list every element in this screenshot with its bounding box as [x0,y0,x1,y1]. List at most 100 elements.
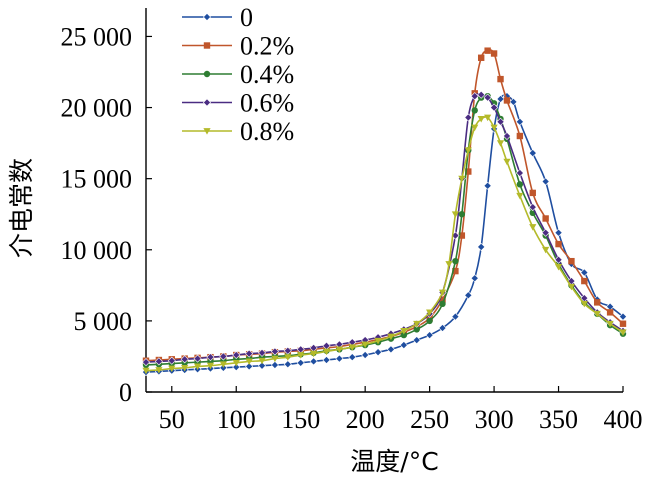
series-0-point-20 [399,341,408,350]
series-3-point-2 [167,356,176,365]
series-4-point-23 [438,289,447,297]
series-4-point-10 [271,355,279,363]
series-1-point-38 [581,277,588,285]
series-0-point-27 [477,242,486,251]
series-4-point-17 [361,341,369,348]
series-1-point-23 [439,296,446,303]
series-2-point-21 [413,326,420,333]
series-4-point-0 [142,367,150,375]
series-4-point-25 [451,211,460,218]
series-0-point-19 [386,345,395,354]
x-tick-label-200: 200 [346,405,385,434]
series-0-point-10 [270,360,279,370]
legend-label-0: 0 [240,3,253,32]
series-2-point-22 [426,317,433,325]
series-4-point-22 [426,309,434,316]
y-tick-label-25000: 25 000 [61,22,133,51]
series-0-point-13 [309,357,318,366]
series-1-point-36 [555,240,562,248]
legend-label-2: 0.4% [240,60,294,89]
series-1-point-37 [568,257,575,265]
series-1-point-35 [542,215,549,222]
series-0-point-22 [425,331,434,340]
series-1-point-40 [606,309,614,316]
series-0-point-41 [618,312,628,321]
axes [145,8,623,393]
series-4-point-1 [155,367,163,374]
series-1-point-25 [458,232,466,239]
x-tick-label-50: 50 [159,405,185,434]
legend-label-4: 0.8% [240,117,294,146]
y-tick-label-10000: 10 000 [61,236,133,265]
series-4-point-30 [484,114,492,122]
legend-swatch-marker-1 [203,42,211,49]
x-tick-label-150: 150 [281,405,320,434]
series-2-point-33 [516,181,524,188]
series-2-point-20 [400,331,408,339]
series-4-point-33 [503,158,511,166]
series-4-point-34 [516,192,524,200]
series-3-point-29 [483,93,492,102]
series-0-point-33 [515,117,524,126]
series-0-point-7 [232,363,241,372]
series-4-point-40 [593,310,601,318]
series-0-point-14 [322,355,331,365]
y-axis-title: 介电常数 [7,158,36,258]
series-4-point-39 [580,300,588,308]
legend-swatch-marker-3 [202,98,212,107]
series-3-point-32 [502,131,511,141]
series-4-point-32 [496,140,505,147]
x-axis-title: 温度/°C [350,447,438,476]
series-4-point-2 [168,365,176,373]
series-4-point-27 [464,147,472,154]
series-line-3 [145,93,624,363]
series-0-point-16 [348,353,357,362]
series-0-point-32 [509,97,518,106]
series-0-point-12 [296,358,305,367]
series-1-point-26 [465,168,472,175]
series-4-point-8 [245,358,253,366]
series-1-point-41 [619,320,627,327]
y-ticks: 0 5 000 10 000 15 000 20 000 25 000 [61,22,152,407]
series-0-point-38 [580,268,589,277]
legend-swatch-marker-0 [202,12,212,22]
series-0-point-35 [541,177,550,186]
y-tick-label-5000: 5 000 [74,307,133,336]
series-2-point-24 [452,257,459,265]
series-0-point-26 [470,274,479,283]
series-2-point-27 [471,107,478,114]
series-1-point-24 [452,267,459,275]
series-1-point-34 [529,189,536,197]
series-4-point-9 [258,357,266,365]
series-3-point-6 [219,352,228,361]
series-3-point-10 [270,347,279,356]
series-4-point-37 [554,263,563,271]
y-tick-label-20000: 20 000 [61,94,133,123]
legend-item-2: 0.4% [182,60,294,89]
series-line-0 [145,94,624,373]
series-4-point-4 [193,363,202,370]
legend-label-1: 0.2% [240,32,294,61]
series-4 [142,114,627,375]
series-3-point-0 [141,358,151,367]
series-3-point-8 [245,349,254,358]
legend-item-0: 0 [182,3,253,32]
series-2 [142,92,627,369]
legend: 00.2%0.4%0.6%0.8% [182,3,294,146]
series-1-point-29 [484,47,491,54]
series-4-point-24 [445,261,453,268]
y-tick-label-0: 0 [119,378,132,407]
series-3-point-34 [528,203,537,212]
series-4-point-21 [413,320,421,328]
series-0 [141,92,628,377]
series-4-point-6 [219,361,227,368]
series-3-point-27 [470,92,479,101]
series-4-point-31 [490,124,498,132]
series-3-point-35 [541,228,550,237]
series-3-point-7 [232,350,241,360]
legend-item-4: 0.8% [182,117,294,146]
series-1-point-39 [594,299,601,306]
series-3-point-4 [193,354,202,363]
series-2-point-25 [458,211,466,218]
